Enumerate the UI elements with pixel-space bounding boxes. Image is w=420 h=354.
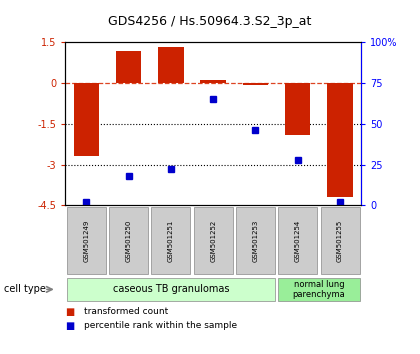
Text: GDS4256 / Hs.50964.3.S2_3p_at: GDS4256 / Hs.50964.3.S2_3p_at: [108, 15, 312, 28]
Text: GSM501254: GSM501254: [295, 219, 301, 262]
Text: GSM501252: GSM501252: [210, 219, 216, 262]
Text: normal lung
parenchyma: normal lung parenchyma: [292, 280, 345, 299]
Text: transformed count: transformed count: [84, 307, 168, 316]
Text: GSM501253: GSM501253: [252, 219, 258, 262]
Bar: [74, 83, 99, 156]
Text: GSM501251: GSM501251: [168, 219, 174, 262]
Bar: [285, 83, 310, 135]
Bar: [200, 80, 226, 83]
Text: GSM501255: GSM501255: [337, 219, 343, 262]
Text: cell type: cell type: [4, 284, 46, 295]
Bar: [327, 83, 353, 197]
Text: GSM501250: GSM501250: [126, 219, 131, 262]
Text: percentile rank within the sample: percentile rank within the sample: [84, 321, 237, 330]
Bar: [243, 83, 268, 85]
Bar: [116, 51, 141, 83]
Text: ■: ■: [65, 307, 74, 316]
Bar: [158, 46, 184, 83]
Text: ■: ■: [65, 321, 74, 331]
Text: GSM501249: GSM501249: [83, 219, 89, 262]
Text: caseous TB granulomas: caseous TB granulomas: [113, 284, 229, 295]
